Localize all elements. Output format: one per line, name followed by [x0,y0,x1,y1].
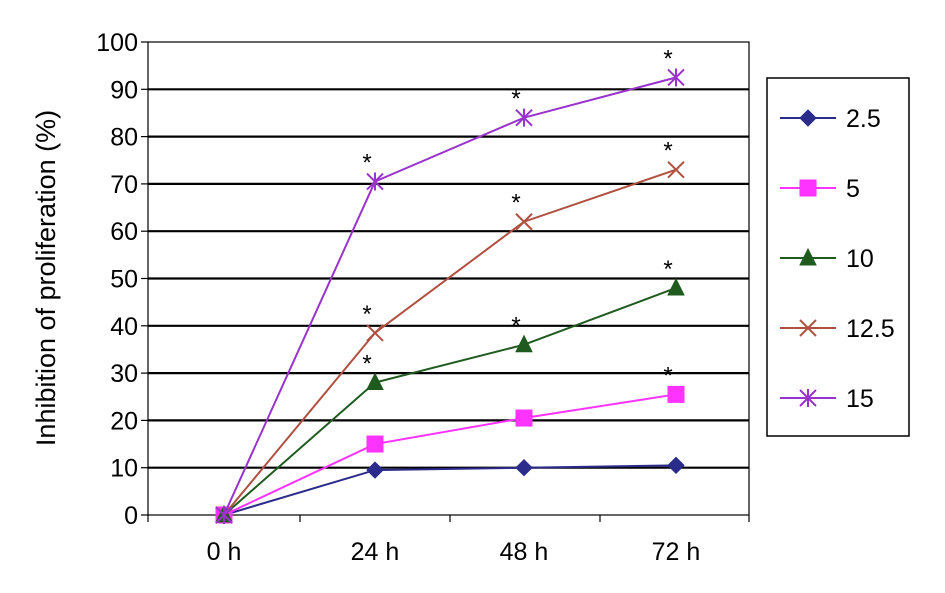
data-point [366,372,384,391]
y-tick-label: 20 [110,407,138,435]
x-tick-label: 72 h [652,538,701,566]
significance-mark: * [663,362,672,389]
significance-mark: * [362,150,371,177]
legend-label: 10 [846,245,874,273]
significance-mark: * [511,313,520,340]
legend-item: 15 [780,385,874,413]
data-point [366,461,384,479]
significance-mark: * [511,190,520,217]
y-tick-label: 50 [110,266,138,294]
x-axis: 0 h 24 h 48 h 72 h [147,515,750,566]
significance-mark: * [663,45,672,72]
legend-item: 2.5 [780,105,881,133]
data-point [667,385,685,403]
y-tick-label: 60 [110,218,138,246]
legend-swatch-marker [799,109,817,127]
data-point [366,172,384,191]
data-point [667,277,685,296]
significance-mark: * [511,86,520,113]
y-tick-label: 70 [110,171,138,199]
legend-item: 5 [780,175,860,203]
legend-swatch-marker [799,389,817,407]
legend-swatch-marker [799,247,817,266]
series-line [223,464,677,516]
significance-mark: * [362,351,371,378]
data-point [515,458,533,477]
y-tick-label: 10 [110,455,138,483]
series-line [223,76,677,516]
legend: 2.5 5 10 12.5 15 [766,77,910,437]
legend-item: 10 [780,245,874,273]
data-point [366,324,384,342]
y-tick-label: 90 [110,76,138,104]
data-point [667,68,685,87]
series-line [223,287,677,516]
series-line [223,168,677,516]
series-10: * * * [215,256,685,523]
data-point [515,108,533,127]
series-15: * * * [215,45,685,524]
significance-mark: * [362,301,371,328]
y-axis-label: Inhibition of proliferation (%) [31,110,61,446]
y-tick-label: 0 [124,502,138,530]
data-point [667,161,685,179]
data-point [215,506,233,524]
y-tick-label: 30 [110,360,138,388]
data-point [366,435,384,453]
x-tick-label: 0 h [207,538,242,566]
data-point [515,334,533,353]
y-tick-label: 80 [110,124,138,152]
legend-item: 12.5 [780,315,895,343]
series-line [223,393,677,516]
y-tick-label: 40 [110,313,138,341]
legend-label: 5 [846,175,860,203]
x-tick-label: 24 h [351,538,400,566]
legend-label: 12.5 [846,315,895,343]
x-tick-label: 48 h [500,538,549,566]
legend-label: 2.5 [846,105,881,133]
legend-swatch-marker [799,319,817,337]
series: * * * * * * * * * * [215,45,685,524]
legend-label: 15 [846,385,874,413]
y-axis: 0 10 20 30 40 50 60 70 80 90 100 [96,29,148,530]
data-point [515,213,533,231]
y-tick-label: 100 [96,29,138,57]
series-12-5: * * * [215,138,685,524]
data-point [515,409,533,427]
series-5: * [215,362,685,524]
data-point [667,456,685,475]
significance-mark: * [663,138,672,165]
legend-swatch-marker [799,179,817,197]
significance-mark: * [663,256,672,283]
